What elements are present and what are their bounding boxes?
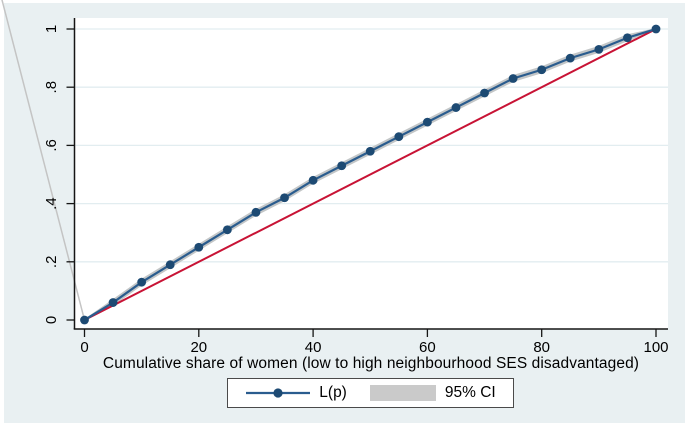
svg-text:.6: .6 <box>43 139 60 152</box>
x-axis-title: Cumulative share of women (low to high n… <box>102 355 640 372</box>
svg-text:0: 0 <box>43 316 60 324</box>
equality-line <box>84 28 657 321</box>
svg-text:60: 60 <box>419 339 436 356</box>
svg-text:40: 40 <box>305 339 322 356</box>
svg-text:20: 20 <box>190 339 207 356</box>
legend-ci-swatch <box>369 385 436 401</box>
axis-ticks <box>66 28 657 337</box>
legend-lp-label: L(p) <box>319 384 347 402</box>
legend: L(p) 95% CI <box>227 378 514 408</box>
lorenz-markers <box>80 24 661 325</box>
axes <box>73 18 668 330</box>
stray-diagonal-line <box>1 0 86 321</box>
x-axis-tick-labels: 0 20 40 60 80 100 <box>80 339 668 356</box>
svg-text:80: 80 <box>533 339 550 356</box>
svg-text:1: 1 <box>43 25 60 33</box>
svg-text:.2: .2 <box>43 256 60 269</box>
y-axis-tick-labels: 0 .2 .4 .6 .8 1 <box>43 25 60 324</box>
svg-text:.4: .4 <box>43 197 60 210</box>
svg-text:0: 0 <box>80 339 88 356</box>
legend-ci-label: 95% CI <box>444 384 496 402</box>
svg-text:.8: .8 <box>43 81 60 94</box>
svg-text:100: 100 <box>643 339 668 356</box>
legend-lp-line-sample <box>246 388 311 398</box>
